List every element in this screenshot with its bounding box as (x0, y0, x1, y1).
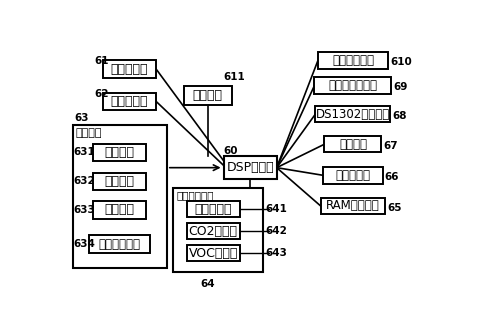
Text: 无线模块: 无线模块 (339, 138, 367, 151)
FancyBboxPatch shape (92, 144, 146, 161)
Text: 电源模块: 电源模块 (76, 128, 102, 138)
FancyBboxPatch shape (186, 223, 240, 239)
Text: 稳压电路: 稳压电路 (104, 146, 134, 159)
Text: 67: 67 (383, 141, 398, 151)
Text: DS1302电子时钟: DS1302电子时钟 (316, 108, 390, 120)
FancyBboxPatch shape (318, 52, 388, 69)
FancyBboxPatch shape (73, 125, 167, 268)
FancyBboxPatch shape (316, 106, 391, 122)
Text: 66: 66 (385, 172, 399, 182)
Text: 电能监测电路: 电能监测电路 (98, 238, 140, 251)
FancyBboxPatch shape (323, 167, 383, 184)
Text: 甲烷传感器: 甲烷传感器 (194, 203, 232, 216)
Text: VOC传感器: VOC传感器 (188, 247, 238, 260)
Text: 634: 634 (73, 239, 95, 249)
FancyBboxPatch shape (321, 198, 385, 214)
Text: 方位传感器: 方位传感器 (335, 169, 370, 182)
FancyBboxPatch shape (103, 93, 156, 110)
Text: RAM存储模块: RAM存储模块 (326, 199, 380, 213)
FancyBboxPatch shape (92, 201, 146, 219)
Text: 64: 64 (200, 279, 215, 289)
Text: DSP处理器: DSP处理器 (226, 161, 274, 174)
Text: 643: 643 (265, 248, 287, 258)
FancyBboxPatch shape (315, 77, 392, 94)
Text: 舵机控制器: 舵机控制器 (111, 95, 148, 108)
Text: 65: 65 (387, 203, 402, 213)
FancyBboxPatch shape (88, 235, 150, 253)
Text: 68: 68 (393, 111, 407, 121)
Text: 电磁辐射传感器: 电磁辐射传感器 (329, 79, 377, 92)
Text: CO2传感器: CO2传感器 (189, 225, 238, 238)
Text: 62: 62 (94, 89, 109, 99)
Text: 611: 611 (223, 72, 245, 82)
Text: 69: 69 (394, 82, 408, 92)
Text: 63: 63 (75, 113, 89, 123)
Text: 61: 61 (94, 56, 109, 66)
Text: 641: 641 (265, 204, 287, 214)
FancyBboxPatch shape (92, 172, 146, 190)
FancyBboxPatch shape (224, 156, 277, 179)
Text: 60: 60 (223, 146, 238, 156)
Text: 633: 633 (73, 205, 94, 215)
FancyBboxPatch shape (103, 60, 156, 78)
Text: 610: 610 (390, 57, 412, 67)
Text: 空气监测模块: 空气监测模块 (176, 191, 214, 201)
FancyBboxPatch shape (186, 201, 240, 217)
Text: 充电电路: 充电电路 (104, 175, 134, 188)
Text: 631: 631 (73, 147, 94, 157)
Text: 供电电路: 供电电路 (104, 204, 134, 216)
Text: 电机控制器: 电机控制器 (111, 63, 148, 75)
FancyBboxPatch shape (173, 188, 263, 272)
Text: 642: 642 (265, 226, 287, 236)
Text: 数据接口: 数据接口 (193, 89, 223, 102)
FancyBboxPatch shape (186, 245, 240, 261)
Text: 温湿度传感器: 温湿度传感器 (332, 54, 374, 67)
Text: 632: 632 (73, 176, 94, 186)
FancyBboxPatch shape (325, 136, 381, 153)
FancyBboxPatch shape (184, 86, 232, 105)
